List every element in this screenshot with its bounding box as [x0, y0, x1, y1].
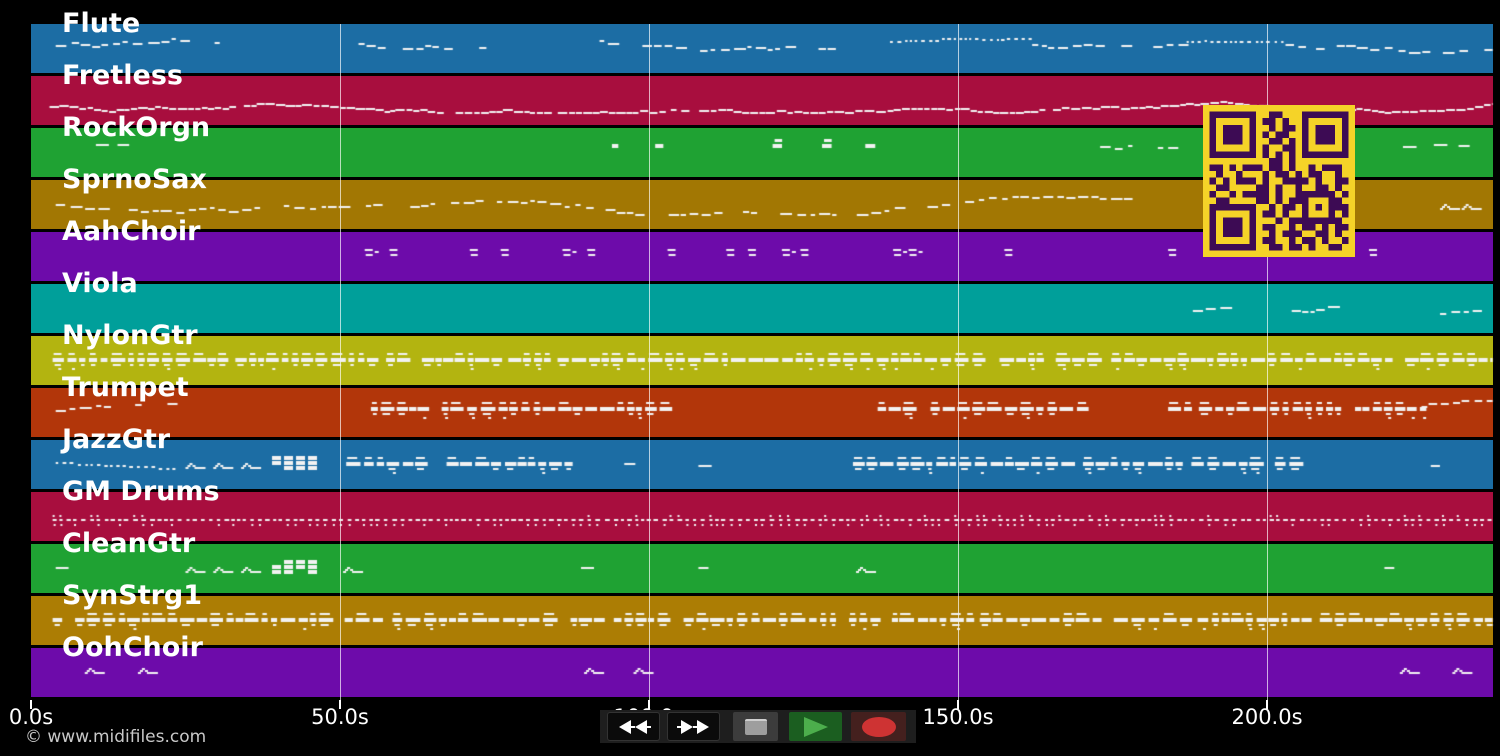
track-band-flute — [31, 24, 1493, 73]
track-band-viola — [31, 284, 1493, 333]
stop-icon — [744, 718, 767, 735]
qr-code — [1203, 105, 1355, 257]
track-band-oohchoir — [31, 648, 1493, 697]
track-label-rockorgn: RockOrgn — [62, 112, 211, 143]
gridline-100s — [649, 24, 650, 700]
rewind-icon — [618, 719, 651, 734]
play-icon — [803, 716, 828, 737]
track-label-flute: Flute — [62, 8, 141, 39]
ticklabel-50s: 50.0s — [311, 705, 369, 729]
play-button[interactable] — [789, 712, 842, 741]
track-band-trumpet — [31, 388, 1493, 437]
record-button[interactable] — [851, 712, 906, 741]
fast-forward-icon — [676, 719, 709, 734]
track-band-synstrg1 — [31, 596, 1493, 645]
track-band-nylongtr — [31, 336, 1493, 385]
gridline-50s — [340, 24, 341, 700]
track-label-viola: Viola — [62, 268, 138, 299]
track-label-oohchoir: OohChoir — [62, 632, 203, 663]
ticklabel-0s: 0.0s — [8, 705, 54, 729]
track-label-jazzgtr: JazzGtr — [62, 424, 171, 455]
track-band-cleangtr — [31, 544, 1493, 593]
track-label-nylongtr: NylonGtr — [62, 320, 198, 351]
track-label-fretless: Fretless — [62, 60, 183, 91]
track-label-sprnosax: SprnoSax — [62, 164, 207, 195]
track-band-jazzgtr — [31, 440, 1493, 489]
rewind-button[interactable] — [607, 712, 660, 741]
track-label-cleangtr: CleanGtr — [62, 528, 196, 559]
track-label-synstrg1: SynStrg1 — [62, 580, 203, 611]
record-icon — [861, 716, 896, 737]
fast-forward-button[interactable] — [667, 712, 720, 741]
ticklabel-200s: 200.0s — [1231, 705, 1303, 729]
track-band-gm-drums — [31, 492, 1493, 541]
track-label-gm-drums: GM Drums — [62, 476, 220, 507]
gridline-150s — [958, 24, 959, 700]
stop-button[interactable] — [733, 712, 778, 741]
track-label-aahchoir: AahChoir — [62, 216, 201, 247]
transport-bar — [600, 710, 916, 743]
copyright-text: © www.midifiles.com — [25, 727, 207, 747]
track-label-trumpet: Trumpet — [62, 372, 189, 403]
